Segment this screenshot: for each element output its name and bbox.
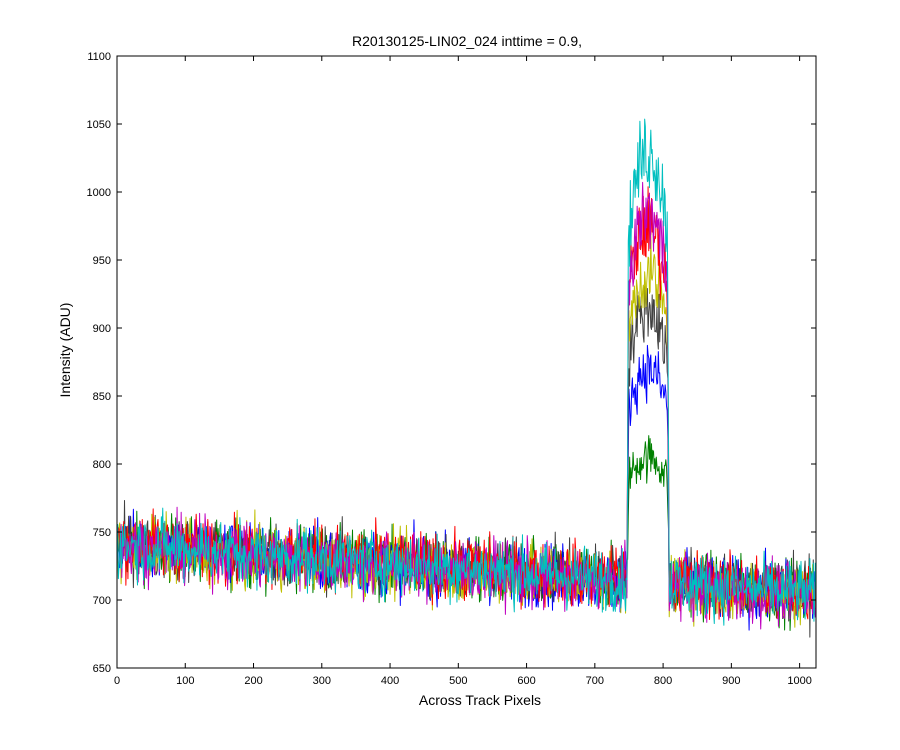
y-tick-label: 650 <box>93 663 111 675</box>
y-tick-label: 1100 <box>87 51 111 63</box>
x-tick-label: 800 <box>654 675 672 687</box>
series-line-series-7 <box>116 118 816 626</box>
series-layer <box>116 118 816 638</box>
x-tick-label: 500 <box>449 675 467 687</box>
chart-title: R20130125-LIN02_024 inttime = 0.9, <box>352 33 582 49</box>
x-tick-label: 0 <box>114 675 120 687</box>
tick-layer: 0 100 200 300 400 500 600 700 800 900 1000 650 700 75… <box>87 51 816 687</box>
x-tick-label: 700 <box>586 675 604 687</box>
x-tick-label: 900 <box>722 675 740 687</box>
x-tick-label: 600 <box>517 675 535 687</box>
y-tick-label: 1000 <box>87 187 111 199</box>
y-tick-label: 900 <box>93 323 111 335</box>
x-tick-label: 400 <box>381 675 399 687</box>
y-tick-label: 950 <box>93 255 111 267</box>
y-tick-label: 1050 <box>87 119 111 131</box>
x-tick-label: 200 <box>244 675 262 687</box>
x-tick-label: 100 <box>176 675 194 687</box>
series-line-series-6 <box>116 181 816 630</box>
y-axis-label: Intensity (ADU) <box>57 303 73 398</box>
x-axis-label: Across Track Pixels <box>419 692 541 708</box>
plot-area-frame <box>116 55 817 669</box>
y-tick-label: 700 <box>93 595 111 607</box>
x-tick-label: 1000 <box>787 675 811 687</box>
y-tick-label: 850 <box>93 391 111 403</box>
x-tick-label: 300 <box>313 675 331 687</box>
y-tick-label: 750 <box>93 527 111 539</box>
y-tick-label: 800 <box>93 459 111 471</box>
